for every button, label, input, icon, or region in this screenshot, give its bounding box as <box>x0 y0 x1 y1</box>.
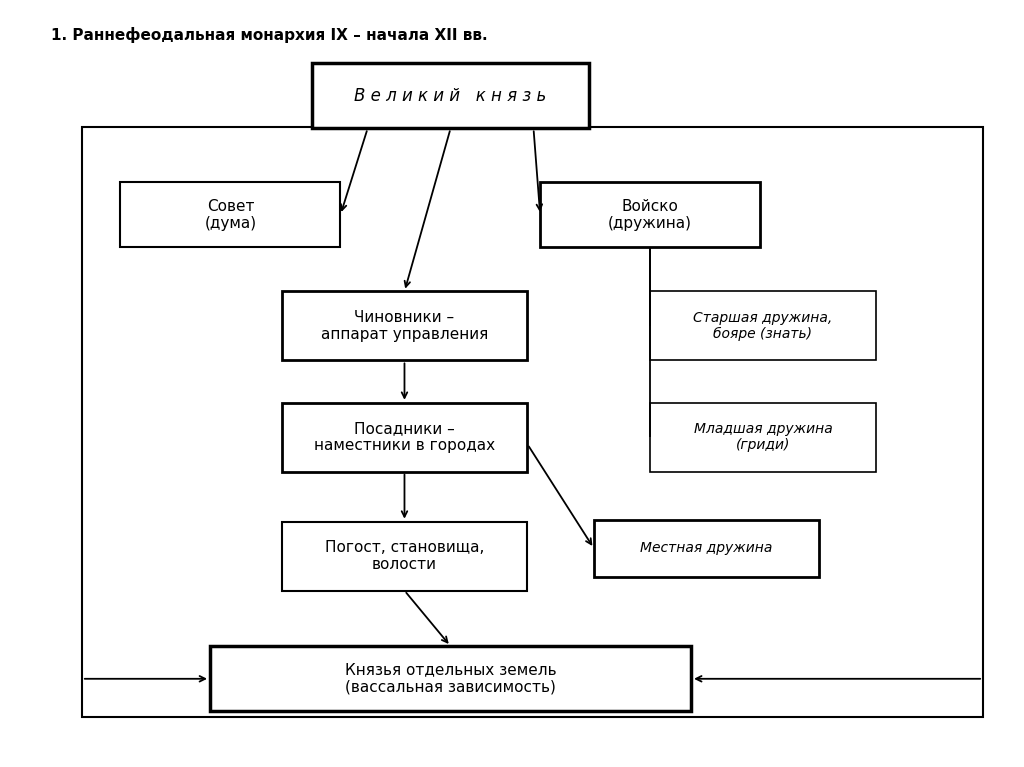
Text: Совет
(дума): Совет (дума) <box>205 199 256 231</box>
Text: Погост, становища,
волости: Погост, становища, волости <box>325 540 484 572</box>
Bar <box>82 127 983 717</box>
Bar <box>282 291 527 360</box>
Bar <box>650 403 876 472</box>
Bar <box>282 403 527 472</box>
Text: Младшая дружина
(гриди): Младшая дружина (гриди) <box>693 422 833 453</box>
Bar <box>312 64 589 128</box>
Bar <box>594 520 819 578</box>
Text: Князья отдельных земель
(вассальная зависимость): Князья отдельных земель (вассальная зави… <box>345 663 556 695</box>
Text: Местная дружина: Местная дружина <box>640 542 773 555</box>
Text: 1. Раннефеодальная монархия IX – начала XII вв.: 1. Раннефеодальная монархия IX – начала … <box>51 27 487 43</box>
Bar <box>121 183 340 247</box>
Bar <box>541 183 760 247</box>
Text: Чиновники –
аппарат управления: Чиновники – аппарат управления <box>321 310 488 342</box>
Text: В е л и к и й   к н я з ь: В е л и к и й к н я з ь <box>354 87 547 105</box>
Bar <box>282 522 527 591</box>
Bar <box>650 291 876 360</box>
Text: Посадники –
наместники в городах: Посадники – наместники в городах <box>314 421 495 453</box>
Text: Войско
(дружина): Войско (дружина) <box>608 199 692 231</box>
Text: Старшая дружина,
бояре (знать): Старшая дружина, бояре (знать) <box>693 311 833 341</box>
Bar <box>210 646 691 712</box>
